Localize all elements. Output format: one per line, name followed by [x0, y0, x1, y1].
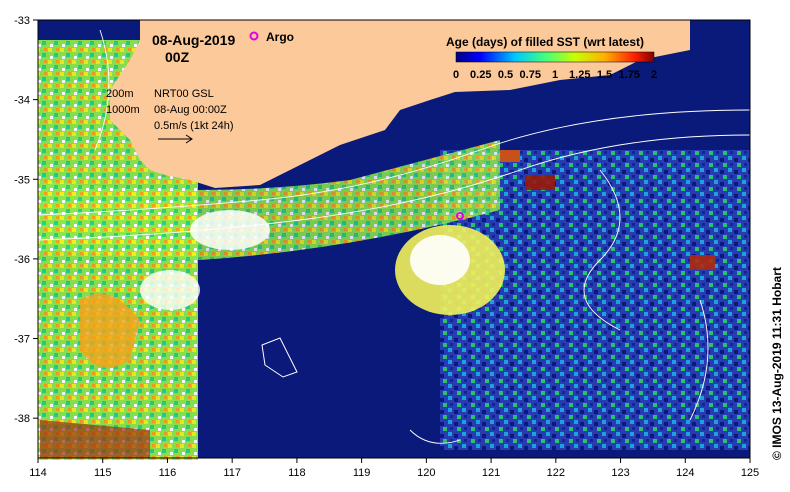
x-tick-label: 118 [288, 467, 306, 479]
date-label: 08-Aug-2019 [152, 32, 235, 48]
product-time-label: 08-Aug 00:00Z [154, 104, 227, 116]
argo-legend-icon [249, 31, 259, 41]
y-tick-label: -35 [14, 174, 30, 186]
y-tick-label: -36 [14, 254, 30, 266]
x-tick-label: 120 [417, 467, 435, 479]
argo-legend-label: Argo [266, 30, 294, 44]
product-label: NRT00 GSL [154, 88, 214, 100]
x-tick-label: 116 [159, 467, 177, 479]
isobath-1000-label: 1000m [106, 104, 140, 116]
colorbar-tick-label: 1.75 [619, 69, 640, 81]
colorbar-tick-label: 0.5 [498, 69, 513, 81]
x-tick-label: 121 [482, 467, 500, 479]
argo-float-marker [456, 212, 464, 220]
x-tick-label: 117 [223, 467, 241, 479]
colorbar-tick-label: 2 [651, 69, 657, 81]
colorbar-tick-label: 0.25 [470, 69, 491, 81]
x-tick-label: 124 [676, 467, 694, 479]
current-scale-arrow-icon [158, 134, 193, 144]
map-title: 08-Aug-2019 00Z Argo [152, 30, 294, 65]
isobath-200-label: 200m [106, 88, 134, 100]
y-tick-label: -38 [14, 413, 30, 425]
x-tick-label: 122 [547, 467, 565, 479]
map-plot-area [37, 19, 751, 460]
time-label: 00Z [165, 49, 190, 65]
y-tick-label: -37 [14, 334, 30, 346]
current-scale-label: 0.5m/s (1kt 24h) [154, 120, 233, 132]
x-axis: 114 115 116 117 118 119 120 121 122 123 124 125 [29, 458, 759, 479]
colorbar-tick-label: 1 [552, 69, 558, 81]
colorbar-title: Age (days) of filled SST (wrt latest) [446, 35, 644, 49]
x-tick-label: 123 [611, 467, 629, 479]
credit-label: © IMOS 13-Aug-2019 11:31 Hobart [770, 267, 784, 460]
y-tick-label: -34 [14, 95, 30, 107]
colorbar-tick-label: 0 [453, 69, 459, 81]
y-tick-label: -33 [14, 15, 30, 27]
colorbar-tick-label: 1.25 [569, 69, 590, 81]
isobath-lines [37, 29, 751, 444]
y-axis: -33 -34 -35 -36 -37 -38 [14, 15, 38, 425]
colorbar-tick-label: 1.5 [597, 69, 612, 81]
colorbar-gradient [455, 51, 655, 63]
x-tick-label: 114 [29, 467, 47, 479]
x-tick-label: 125 [741, 467, 759, 479]
colorbar-tick-label: 0.75 [520, 69, 541, 81]
map-legend: 200m 1000m NRT00 GSL 08-Aug 00:00Z 0.5m/… [106, 88, 233, 144]
colorbar-tick-labels: 0 0.25 0.5 0.75 1 1.25 1.5 1.75 2 [453, 69, 657, 81]
x-tick-label: 115 [94, 467, 112, 479]
x-tick-label: 119 [353, 467, 371, 479]
